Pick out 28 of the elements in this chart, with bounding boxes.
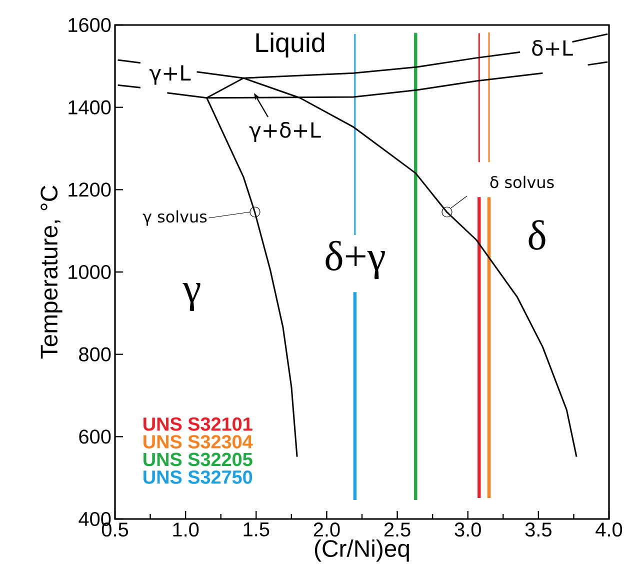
text: UNS S32750 [144, 470, 252, 484]
x-tick-label: 1.5 [244, 522, 270, 536]
annotation: δ [528, 220, 546, 250]
x-tick-label: 1.0 [173, 522, 199, 537]
y-tick-label: 1600 [68, 18, 111, 32]
x-tick-label: 3.0 [454, 522, 481, 537]
annotation: γ solvus [142, 210, 207, 226]
x-tick-label: 2.5 [384, 522, 410, 537]
y-tick-label: 1400 [68, 100, 111, 114]
y-axis-title: Temperature, °C [40, 186, 62, 359]
x-tick-label: 4.0 [596, 522, 622, 537]
annotation: δ+γ [326, 240, 385, 280]
annotation: γ [182, 282, 200, 312]
text: UNS S32205 [144, 452, 252, 466]
annotation: δ solvus [490, 176, 554, 188]
text: UNS S32101 [144, 417, 252, 431]
x-tick-label: 3.5 [525, 522, 552, 537]
text: UNS S32304 [144, 435, 253, 449]
annotation: Liquid [256, 32, 324, 58]
y-tick-label: 800 [79, 347, 111, 362]
annotation: δ+L [532, 40, 573, 56]
x-axis-title: (Cr/Ni)eq [315, 539, 409, 562]
x-tick-label: 2.0 [314, 522, 340, 537]
annotation: γ+L [150, 65, 191, 85]
y-tick-label: 1000 [68, 264, 111, 280]
y-tick-label: 600 [79, 430, 111, 444]
y-tick-label: 1200 [68, 182, 111, 197]
annotation: γ+δ+L [249, 122, 321, 142]
